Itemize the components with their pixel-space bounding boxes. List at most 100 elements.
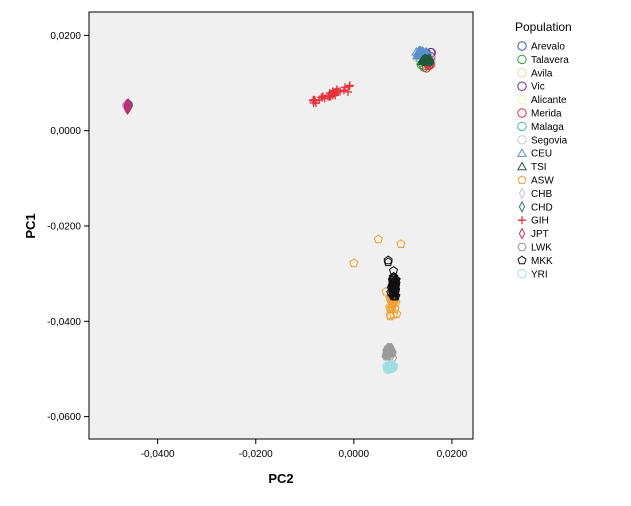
legend-marker-chb xyxy=(518,187,526,200)
legend-label: Avila xyxy=(531,68,553,79)
legend-item-vic: Vic xyxy=(517,81,545,93)
legend-item-ceu: CEU xyxy=(516,148,552,160)
legend-marker-arevalo xyxy=(517,41,527,51)
series-lwk xyxy=(381,343,398,362)
series-gih xyxy=(309,81,354,108)
point-mkk xyxy=(390,279,400,288)
series-mkk xyxy=(383,255,401,301)
legend-label: LWK xyxy=(531,243,552,254)
legend-marker-tsi xyxy=(516,161,528,171)
legend-marker-vic xyxy=(517,81,527,91)
x-tick-label: -0,0400 xyxy=(141,449,175,460)
y-tick-label: -0,0600 xyxy=(47,412,81,423)
legend-item-yri: YRI xyxy=(517,269,548,280)
x-tick-label: 0,0000 xyxy=(339,449,370,460)
point-asw xyxy=(396,239,406,248)
y-tick-label: 0,0200 xyxy=(50,31,81,42)
point-gih xyxy=(318,92,327,101)
legend-item-chd: CHD xyxy=(518,200,553,213)
point-tsi xyxy=(421,55,432,65)
legend: Population Arevalo Talavera Avila Vic Alican… xyxy=(515,20,572,280)
legend-item-gih: GIH xyxy=(518,216,549,227)
point-asw xyxy=(373,234,383,244)
legend-item-jpt: JPT xyxy=(518,227,549,240)
legend-marker-avila xyxy=(517,68,527,78)
legend-item-tsi: TSI xyxy=(516,161,547,173)
point-lwk xyxy=(383,349,393,358)
legend-item-avila: Avila xyxy=(517,68,553,79)
legend-item-talavera: Talavera xyxy=(517,54,569,66)
point-lwk xyxy=(383,347,394,356)
legend-marker-mkk xyxy=(517,255,527,265)
point-gih xyxy=(344,87,353,96)
legend-title: Population xyxy=(515,20,572,34)
x-tick-label: 0,0200 xyxy=(437,449,468,460)
legend-label: GIH xyxy=(531,216,549,227)
point-asw xyxy=(387,299,397,308)
point-asw xyxy=(349,258,359,268)
legend-label: Alicante xyxy=(531,95,567,106)
legend-item-asw: ASW xyxy=(517,175,554,187)
legend-marker-lwk xyxy=(517,242,527,252)
y-tick-label: 0,0000 xyxy=(50,126,81,137)
legend-marker-asw xyxy=(517,175,527,184)
point-mkk xyxy=(383,257,393,267)
x-axis-title: PC2 xyxy=(268,471,293,486)
legend-label: Malaga xyxy=(531,122,564,133)
point-gih xyxy=(317,93,326,102)
legend-item-alicante: Alicante xyxy=(517,94,567,106)
legend-marker-merida xyxy=(517,108,527,118)
point-asw xyxy=(392,309,402,318)
point-mkk xyxy=(390,276,400,286)
legend-marker-yri xyxy=(517,269,527,279)
series-tsi xyxy=(416,53,435,66)
legend-marker-ceu xyxy=(516,148,528,157)
point-jpt xyxy=(123,100,130,113)
point-mkk xyxy=(389,291,399,301)
data-points xyxy=(122,45,436,375)
legend-label: Vic xyxy=(531,82,545,93)
legend-item-lwk: LWK xyxy=(517,242,552,254)
point-ceu xyxy=(411,46,422,56)
legend-marker-gih xyxy=(518,216,526,225)
legend-label: CHB xyxy=(531,189,552,200)
point-asw xyxy=(385,310,395,319)
plot-background xyxy=(88,11,474,440)
point-jpt xyxy=(124,100,131,113)
point-gih xyxy=(341,83,350,92)
point-lwk xyxy=(384,348,395,357)
point-gih xyxy=(345,81,354,90)
y-axis-title: PC1 xyxy=(23,213,38,238)
y-tick-label: -0,0400 xyxy=(47,317,81,328)
legend-item-segovia: Segovia xyxy=(517,135,568,146)
legend-marker-talavera xyxy=(517,54,527,65)
x-tick-label: -0,0200 xyxy=(239,449,273,460)
legend-label: CEU xyxy=(531,149,552,160)
legend-item-arevalo: Arevalo xyxy=(517,41,565,53)
point-lwk xyxy=(382,346,392,355)
legend-label: Merida xyxy=(531,109,562,120)
point-gih xyxy=(329,89,338,98)
point-mkk xyxy=(383,255,393,265)
legend-marker-alicante xyxy=(517,94,527,105)
legend-label: JPT xyxy=(531,229,549,240)
legend-marker-chd xyxy=(518,200,526,213)
point-gih xyxy=(324,91,333,100)
axes: -0,0400 -0,0200 0,0000 0,0200 0,0200 0,0000 -0… xyxy=(47,31,468,460)
legend-label: YRI xyxy=(531,269,548,280)
legend-label: ASW xyxy=(531,176,554,187)
legend-item-mkk: MKK xyxy=(517,255,553,267)
point-lwk xyxy=(386,347,396,357)
legend-label: Segovia xyxy=(531,135,568,146)
series-yri xyxy=(382,360,399,375)
legend-label: MKK xyxy=(531,256,553,267)
point-gih xyxy=(332,85,341,94)
legend-label: CHD xyxy=(531,202,553,213)
legend-item-malaga: Malaga xyxy=(517,121,564,133)
legend-label: Arevalo xyxy=(531,42,565,53)
legend-item-merida: Merida xyxy=(517,108,562,120)
legend-marker-segovia xyxy=(517,135,527,145)
legend-item-chb: CHB xyxy=(518,187,552,200)
point-lwk xyxy=(383,350,394,359)
